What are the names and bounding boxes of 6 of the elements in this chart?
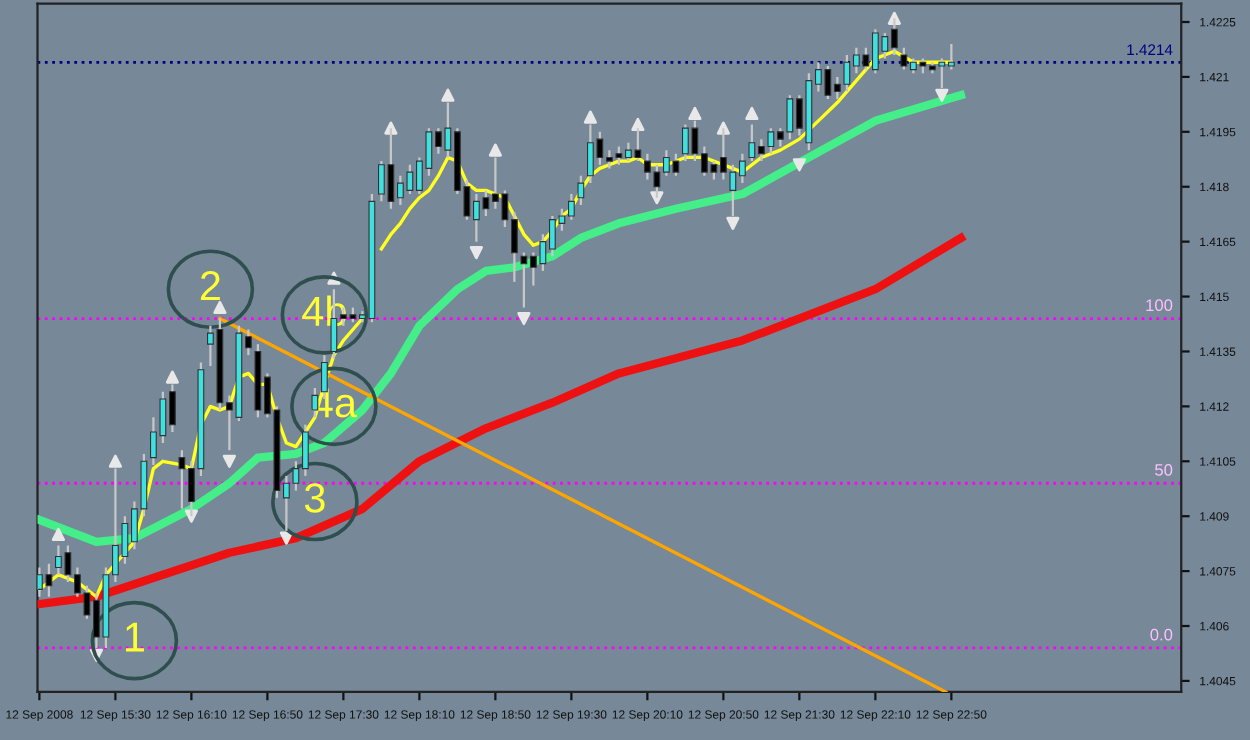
annotation: 2 [200, 270, 220, 300]
annotation: 0.0 [1150, 628, 1173, 641]
annotation: 100 [1146, 299, 1173, 312]
annotation: 3 [304, 483, 325, 513]
annotation: 50 [1155, 463, 1173, 476]
annotation: 1 [125, 622, 144, 652]
